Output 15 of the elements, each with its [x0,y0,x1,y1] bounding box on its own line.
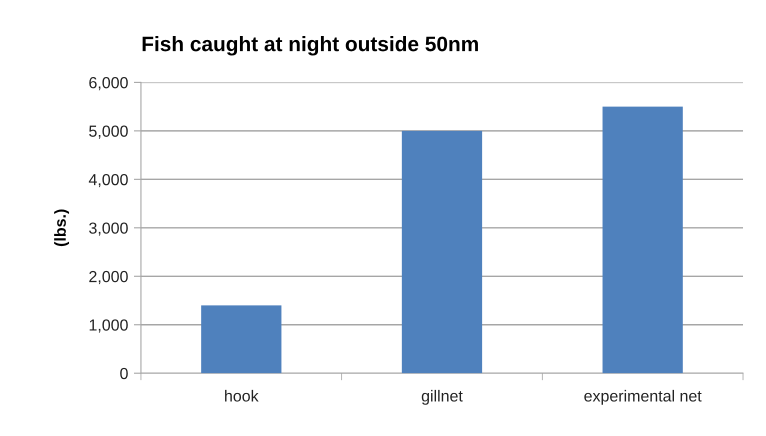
bar [402,130,482,374]
y-tick-label: 0 [120,368,128,380]
y-tick-label: 4,000 [88,174,128,188]
bar [201,305,282,374]
x-tick-label: gillnet [422,390,463,405]
y-tick-label: 1,000 [90,319,128,333]
y-tick-label: 2,000 [89,270,128,284]
y-tick-label: 5,000 [89,126,128,139]
chart-title: Fish caught at night outside 50nm [142,36,478,56]
x-tick-label: hook [225,390,259,402]
y-axis-title: (lbs.) [54,210,70,246]
bar [602,106,683,374]
x-tick-label: experimental net [584,390,702,405]
y-tick-label: 6,000 [89,77,128,90]
y-tick-label: 3,000 [89,222,128,236]
